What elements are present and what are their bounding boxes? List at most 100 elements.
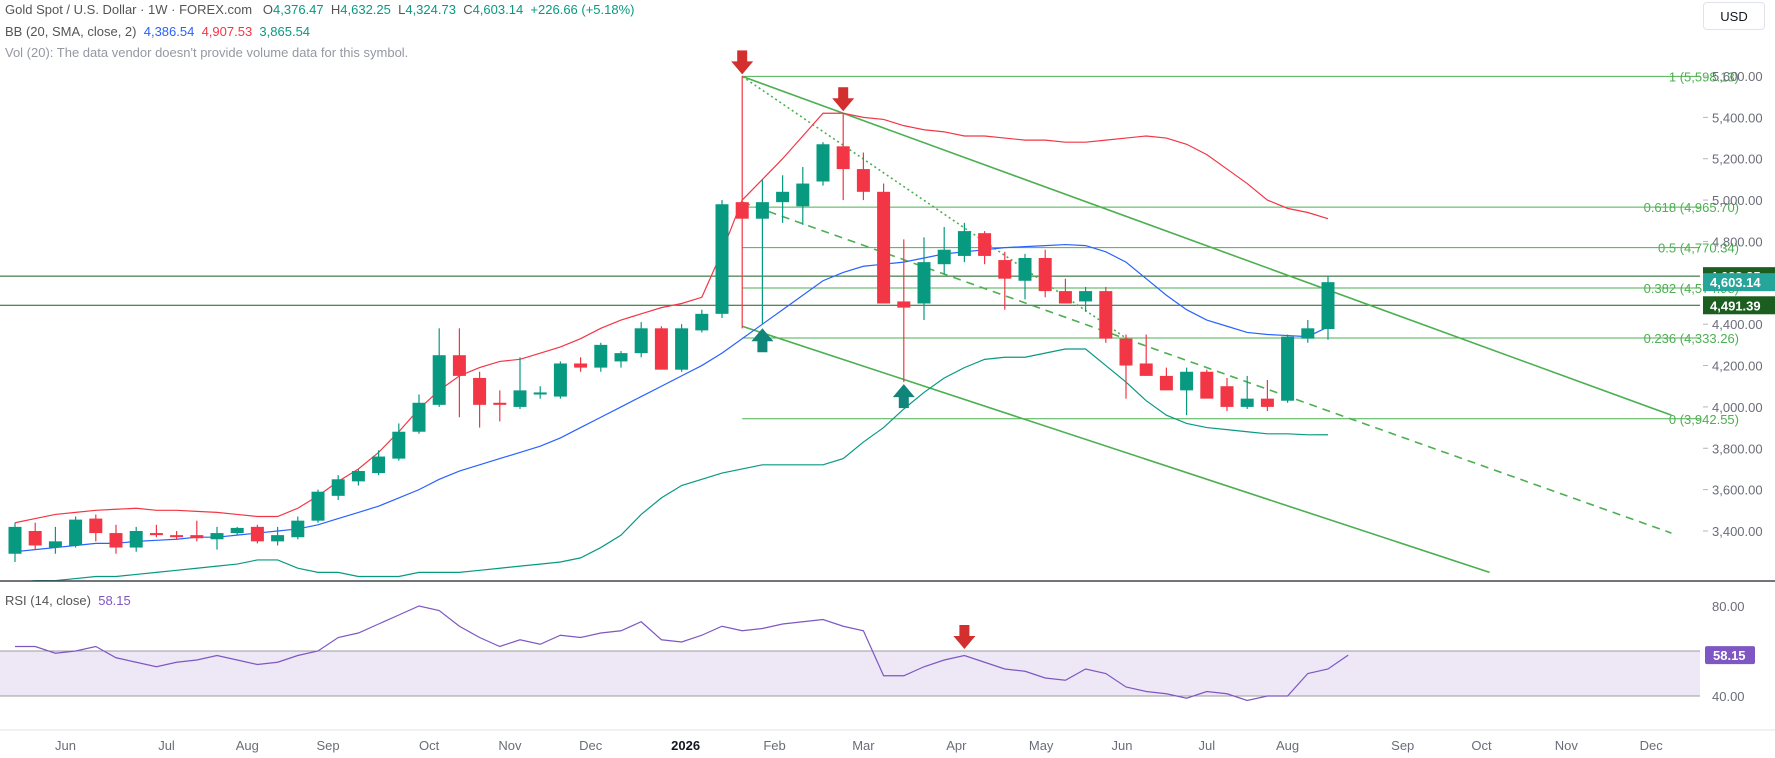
- candle-down: [452, 355, 466, 376]
- candle-up: [210, 533, 224, 540]
- candle-down: [897, 301, 911, 308]
- down-arrow-marker-shaft: [737, 50, 748, 63]
- time-axis-tick: May: [1029, 738, 1054, 753]
- candle-down: [250, 526, 264, 542]
- rsi-legend-value: 58.15: [98, 593, 131, 608]
- candle-up: [230, 527, 244, 534]
- rsi-axis-tick: 40.00: [1712, 689, 1745, 704]
- time-axis-tick: Jul: [158, 738, 175, 753]
- up-arrow-marker-shaft: [898, 396, 909, 409]
- currency-button[interactable]: USD: [1703, 2, 1765, 30]
- candle-up: [1240, 398, 1254, 407]
- channel-upper-line: [741, 75, 1672, 416]
- candle-up: [331, 479, 345, 496]
- candle-up: [1018, 258, 1032, 281]
- time-axis-tick: Nov: [1555, 738, 1579, 753]
- candle-down: [170, 535, 184, 538]
- rsi-down-arrow-marker-head: [953, 636, 976, 649]
- candle-down: [149, 533, 163, 536]
- candle-down: [28, 531, 42, 546]
- channel-lower-line: [741, 325, 1490, 574]
- price-axis-tick: 4,800.00: [1712, 234, 1763, 249]
- up-arrow-marker-head: [892, 384, 915, 398]
- main-pane: [0, 50, 1700, 581]
- down-arrow-marker: [731, 50, 754, 75]
- high-value: 4,632.25: [340, 2, 391, 17]
- up-arrow-marker-shaft: [757, 340, 768, 353]
- time-axis-tick: Dec: [1640, 738, 1664, 753]
- bb-lower-line: [25, 348, 1329, 581]
- candle-up: [8, 526, 22, 554]
- candle-down: [89, 518, 103, 534]
- candle-up: [48, 541, 62, 548]
- candle-down: [1119, 338, 1133, 366]
- change-value: +226.66 (+5.18%): [530, 2, 635, 17]
- candle-down: [978, 233, 992, 256]
- close-value: 4,603.14: [472, 2, 524, 17]
- time-axis-tick: Dec: [579, 738, 603, 753]
- bb-lower-value: 3,865.54: [259, 24, 311, 39]
- time-axis-tick: Mar: [852, 738, 875, 753]
- candle-down: [1099, 291, 1113, 339]
- rsi-label[interactable]: RSI (14, close): [5, 593, 91, 608]
- candle-up: [796, 183, 810, 207]
- legend-bb: BB (20, SMA, close, 2) 4,386.54 4,907.53…: [5, 24, 310, 39]
- price-axis-tick: 4,200.00: [1712, 359, 1763, 374]
- down-arrow-marker-head: [832, 98, 855, 112]
- candle-down: [1220, 386, 1234, 407]
- candle-down: [493, 402, 507, 405]
- candle-up: [634, 328, 648, 354]
- candle-down: [856, 169, 870, 192]
- candle-up: [917, 262, 931, 304]
- candle-down: [574, 363, 588, 368]
- candle-up: [1281, 336, 1295, 401]
- bb-label[interactable]: BB (20, SMA, close, 2): [5, 24, 137, 39]
- bb-basis-line: [14, 243, 1329, 553]
- time-axis-tick: Jul: [1198, 738, 1215, 753]
- time-axis-tick: Apr: [946, 738, 967, 753]
- price-axis-tick: 3,800.00: [1712, 441, 1763, 456]
- candle-down: [1260, 398, 1274, 407]
- up-arrow-marker-head: [751, 328, 774, 342]
- price-axis-tick: 5,600.00: [1712, 69, 1763, 84]
- time-axis-tick: 2026: [671, 738, 700, 753]
- time-axis-tick: Nov: [498, 738, 522, 753]
- down-arrow-marker-head: [731, 61, 754, 75]
- symbol-title[interactable]: Gold Spot / U.S. Dollar · 1W · FOREX.com: [5, 2, 253, 17]
- candle-up: [533, 392, 547, 395]
- candle-down: [1139, 363, 1153, 376]
- time-axis-tick: Jun: [1111, 738, 1132, 753]
- rsi-down-arrow-marker-shaft: [959, 625, 970, 637]
- time-axis-tick: Aug: [1276, 738, 1299, 753]
- candle-up: [1321, 282, 1335, 330]
- candle-down: [1159, 375, 1173, 391]
- candle-down: [877, 191, 891, 304]
- down-arrow-marker: [832, 87, 855, 112]
- price-axis-tick: 4,000.00: [1712, 400, 1763, 415]
- candle-down: [735, 202, 749, 219]
- price-label-text: 4,491.39: [1710, 298, 1761, 313]
- channel-mid-dashed-line: [741, 201, 1672, 534]
- candle-down: [998, 260, 1012, 279]
- candle-up: [392, 431, 406, 459]
- candle-up: [695, 313, 709, 331]
- fib-level-label: 0.618 (4,965.70): [1644, 200, 1739, 215]
- fib-level-label: 0.236 (4,333.26): [1644, 331, 1739, 346]
- low-value: 4,324.73: [405, 2, 456, 17]
- candle-up: [372, 456, 386, 474]
- candle-up: [1079, 291, 1093, 302]
- legend-volume: Vol (20): The data vendor doesn't provid…: [5, 45, 408, 60]
- price-axis-tick: 3,600.00: [1712, 483, 1763, 498]
- fib-level-label: 1 (5,598.13): [1669, 69, 1739, 84]
- time-axis-tick: Jun: [55, 738, 76, 753]
- candle-down: [654, 328, 668, 370]
- rsi-value-badge: [1705, 646, 1755, 665]
- up-arrow-marker: [751, 328, 774, 353]
- candle-up: [755, 202, 769, 219]
- candle-up: [311, 491, 325, 521]
- candle-down: [190, 535, 204, 539]
- low-label: L: [398, 2, 406, 17]
- candle-up: [351, 471, 365, 482]
- high-label: H: [330, 2, 341, 17]
